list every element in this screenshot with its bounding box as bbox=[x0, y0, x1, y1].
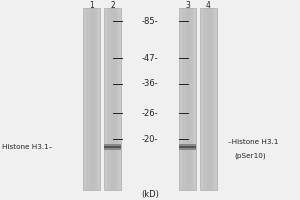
Text: Histone H3.1–: Histone H3.1– bbox=[2, 144, 52, 150]
Text: 1: 1 bbox=[89, 1, 94, 10]
Text: -36-: -36- bbox=[142, 79, 158, 88]
Text: -20-: -20- bbox=[142, 135, 158, 144]
Bar bbox=[200, 8, 217, 190]
Bar bbox=[179, 8, 196, 190]
Bar bbox=[111, 8, 116, 190]
Text: 4: 4 bbox=[206, 1, 211, 10]
Text: –Histone H3.1: –Histone H3.1 bbox=[228, 139, 278, 145]
Text: (kD): (kD) bbox=[141, 190, 159, 199]
Bar bbox=[203, 8, 214, 190]
Bar bbox=[86, 8, 97, 190]
Text: 3: 3 bbox=[185, 1, 190, 10]
Bar bbox=[207, 8, 212, 190]
Bar bbox=[182, 8, 193, 190]
Text: -26-: -26- bbox=[142, 109, 158, 118]
Bar bbox=[186, 8, 191, 190]
Text: 2: 2 bbox=[110, 1, 115, 10]
Text: -85-: -85- bbox=[142, 17, 158, 26]
Bar bbox=[179, 146, 196, 148]
Bar bbox=[104, 146, 121, 148]
Text: -47-: -47- bbox=[142, 54, 158, 63]
Bar bbox=[104, 144, 121, 150]
Text: (pSer10): (pSer10) bbox=[234, 153, 266, 159]
Bar bbox=[107, 8, 118, 190]
Bar bbox=[179, 144, 196, 150]
Bar bbox=[104, 8, 121, 190]
Bar bbox=[83, 8, 100, 190]
Bar bbox=[90, 8, 95, 190]
